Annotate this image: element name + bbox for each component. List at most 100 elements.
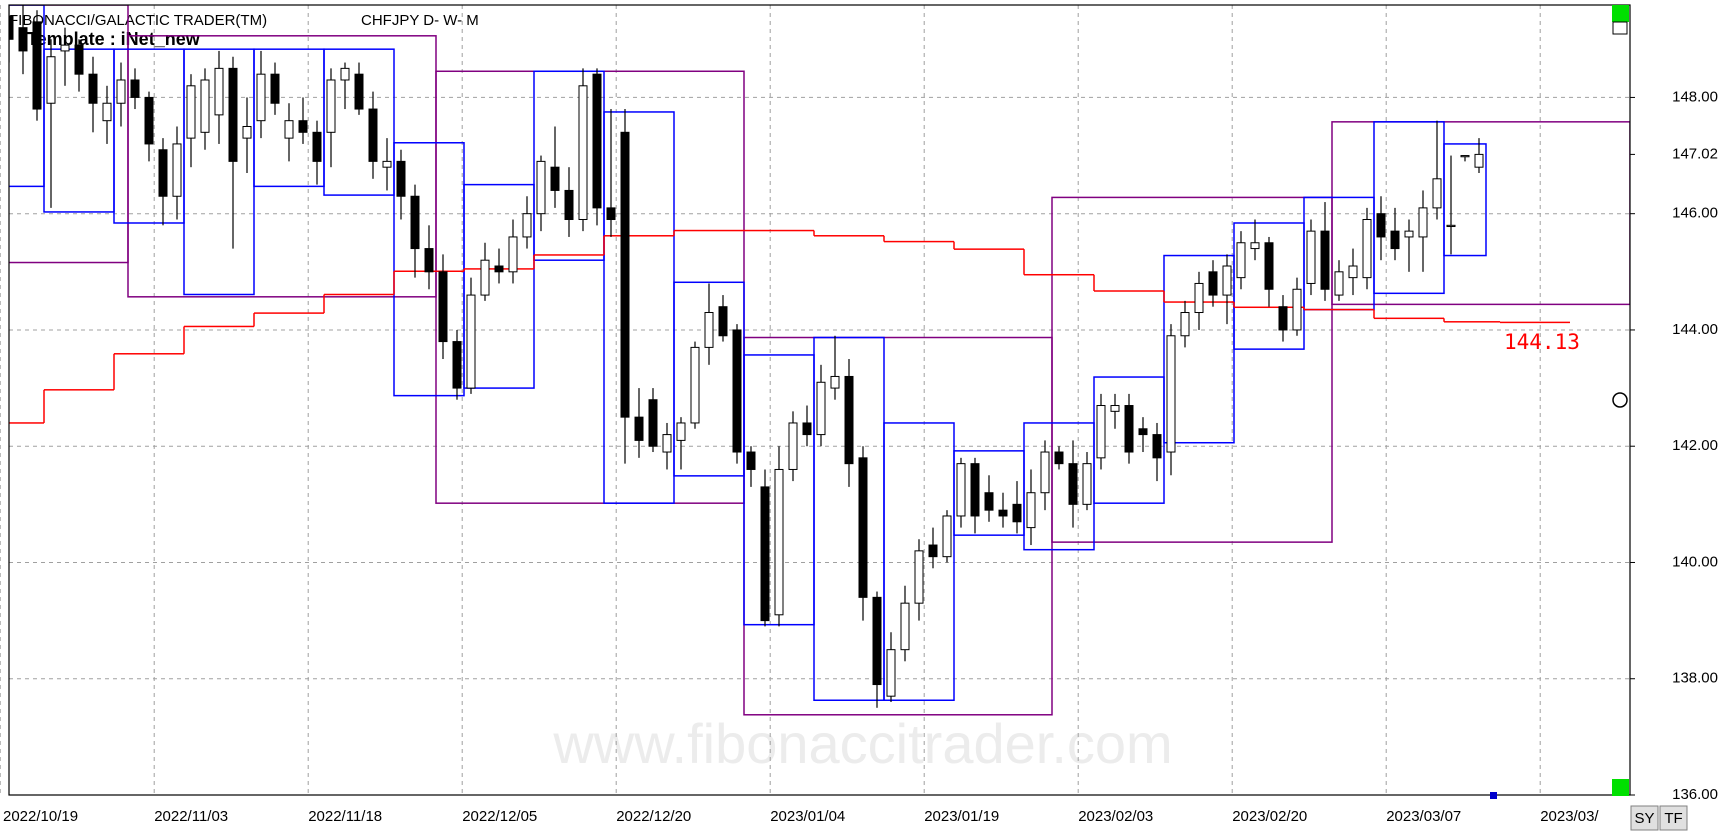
candle-body [438, 271, 448, 343]
x-tick-label: 2022/11/18 [308, 808, 382, 825]
weekly-box [883, 422, 955, 701]
monthly-box [1051, 196, 1333, 543]
candle-body [872, 596, 882, 686]
candle-body [1152, 434, 1162, 459]
candle-body [1474, 153, 1484, 168]
weekly-box [463, 183, 535, 389]
x-tick-label: 2023/03/07 [1386, 808, 1461, 825]
candle-body [1110, 405, 1120, 412]
candle-body [1068, 463, 1078, 505]
candle-body [466, 294, 476, 389]
candle-body [284, 120, 294, 139]
candle-body [662, 434, 672, 453]
candle-body [18, 27, 28, 52]
candle-body [1096, 405, 1106, 459]
buttons: SY TF [1630, 805, 1688, 831]
candle-body [508, 236, 518, 273]
x-tick-label: 2023/01/19 [924, 808, 999, 825]
candle-body [760, 486, 770, 622]
y-tick-label: 138.00 [1672, 670, 1718, 687]
candle-body [46, 56, 56, 104]
candle-body [354, 73, 364, 110]
y-tick-label: 146.00 [1672, 205, 1718, 222]
axes: 136.00 138.00 140.00 142.00 144.00 146.00 148.… [3, 88, 1718, 825]
chart-title: FIBONACCI/GALACTIC TRADER(TM) [9, 12, 267, 29]
window-icon[interactable] [1612, 21, 1628, 35]
red-line-label: 144.13 [1504, 330, 1580, 354]
toolbar-button[interactable] [1659, 805, 1688, 831]
candle-body [1180, 312, 1190, 337]
time-marker [1490, 792, 1497, 799]
candle-body [1012, 503, 1022, 523]
x-tick-label: 2023/03/ [1540, 808, 1599, 825]
watermark: www.fibonaccitrader.com [552, 712, 1172, 775]
toolbar-button-label[interactable]: SY [1634, 810, 1654, 827]
toolbar-button-label[interactable]: TF [1664, 810, 1682, 827]
candle-body [956, 463, 966, 517]
y-tick-label: 142.00 [1672, 437, 1718, 454]
candle-body [256, 73, 266, 122]
candle-body [718, 306, 728, 337]
x-tick-label: 2022/12/20 [616, 808, 691, 825]
y-tick-label: 140.00 [1672, 553, 1718, 570]
x-tick-label: 2023/02/03 [1078, 808, 1153, 825]
template-label: Template : iNet_new [27, 29, 201, 49]
x-tick-label: 2023/01/04 [770, 808, 845, 825]
candle-body [130, 79, 140, 98]
x-tick-label: 2022/11/03 [154, 808, 228, 825]
candle-body [382, 160, 392, 168]
candle-body [368, 108, 378, 162]
crosshair-icon[interactable] [1612, 392, 1628, 408]
x-tick-label: 2022/12/05 [462, 808, 537, 825]
candle-body [1362, 219, 1372, 279]
candle-body [634, 416, 644, 441]
toolbar-button[interactable] [1630, 805, 1659, 831]
candle-body [340, 67, 350, 81]
candle-body [592, 73, 602, 209]
candle-body [200, 79, 210, 133]
symbol: CHFJPY D- W- M [361, 12, 479, 29]
candle-body [494, 265, 504, 273]
candle-body [970, 463, 980, 517]
weekly-box [323, 48, 395, 196]
candle-body [732, 329, 742, 453]
corner-marker [1612, 5, 1629, 22]
candle-body [172, 143, 182, 197]
candle-body [550, 166, 560, 191]
candle-body [9, 15, 14, 40]
candle-body [32, 21, 42, 110]
candle-body [1026, 492, 1036, 529]
candle-body [1334, 271, 1344, 296]
candle-body [1292, 288, 1302, 331]
x-tick-label: 2023/02/20 [1232, 808, 1307, 825]
candle-body [1376, 213, 1386, 238]
y-tick-label: 148.00 [1672, 88, 1718, 105]
candle-body [1390, 230, 1400, 250]
candle-body [424, 248, 434, 273]
candle-body [1418, 207, 1428, 238]
candle-body [1138, 428, 1148, 436]
candle-body [102, 102, 112, 122]
candle-body [844, 375, 854, 465]
grid [0, 5, 1630, 796]
candle-body [606, 207, 616, 221]
candle-body [410, 195, 420, 250]
candle-body [1432, 178, 1442, 209]
candle-body [928, 544, 938, 558]
candle-body [816, 381, 826, 436]
candle-body [620, 131, 630, 418]
candle-body [690, 346, 700, 424]
candle-body [522, 213, 532, 238]
candle-body [144, 96, 154, 145]
candle-body [1082, 463, 1092, 505]
candle-body [1264, 242, 1274, 290]
candle-body [774, 468, 784, 616]
candle-body [228, 67, 238, 162]
candle-body [74, 44, 84, 75]
candle-body [536, 160, 546, 215]
candle-body [676, 422, 686, 441]
candle-body [1306, 230, 1316, 284]
candle-body [1040, 451, 1050, 494]
last-price-label: 147.02 [1672, 145, 1718, 162]
